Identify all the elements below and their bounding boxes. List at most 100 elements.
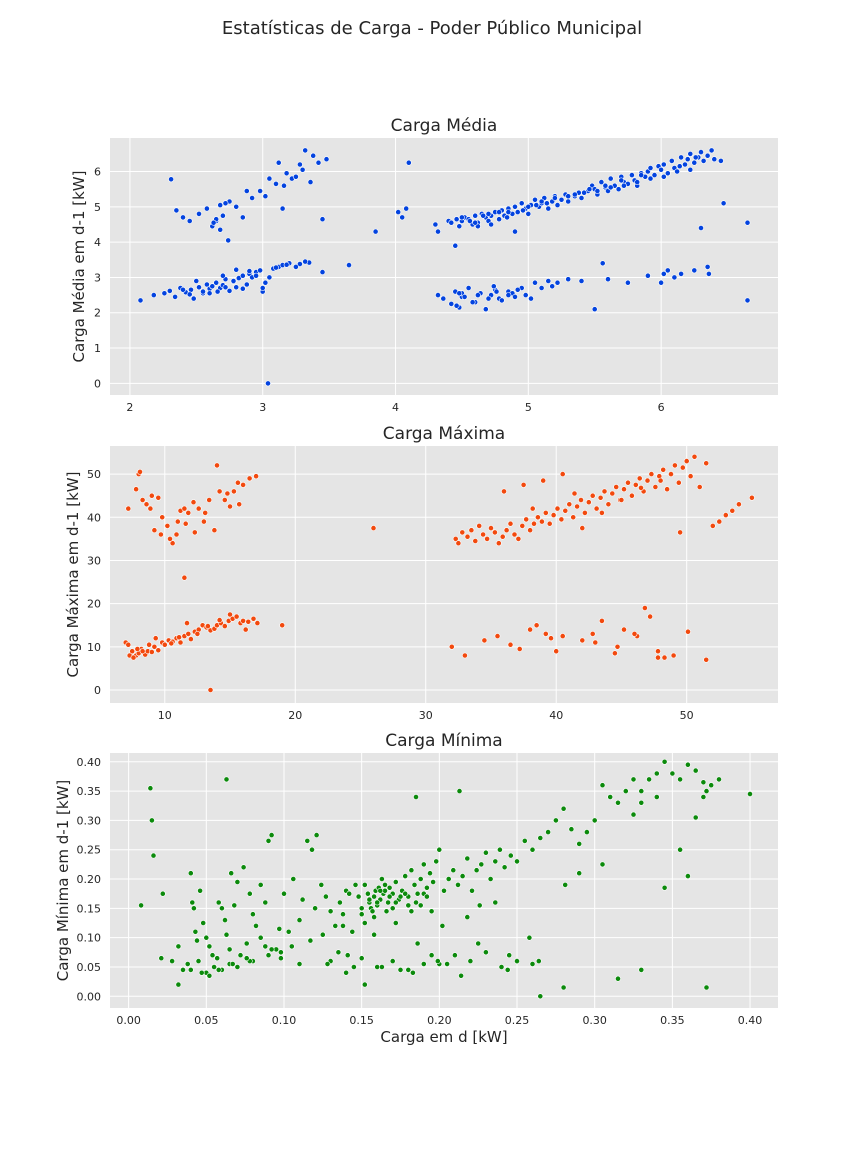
data-point (480, 531, 486, 538)
data-point (192, 928, 199, 935)
data-point (599, 510, 605, 516)
data-point (529, 961, 536, 967)
data-point (615, 186, 622, 193)
data-point (319, 931, 326, 938)
data-point (678, 270, 684, 277)
data-point (230, 488, 237, 495)
data-point (371, 914, 377, 920)
data-point (586, 186, 593, 193)
data-point (223, 931, 230, 938)
data-point (642, 605, 648, 611)
data-point (621, 486, 627, 493)
data-point (275, 159, 282, 166)
data-point (239, 285, 246, 292)
data-point (428, 908, 435, 915)
data-point (512, 293, 518, 300)
data-point (187, 870, 194, 877)
data-point (427, 870, 433, 877)
data-point (262, 193, 269, 200)
data-point (490, 283, 497, 290)
data-point (518, 200, 525, 207)
data-point (696, 484, 703, 490)
data-point (664, 267, 671, 274)
data-point (565, 276, 572, 283)
data-point (546, 520, 553, 527)
data-point (222, 917, 228, 923)
data-point (323, 156, 330, 163)
data-point (262, 899, 269, 906)
data-point (242, 626, 249, 633)
data-point (392, 879, 399, 885)
data-point (327, 908, 334, 915)
data-point (607, 794, 614, 800)
data-point (233, 266, 240, 273)
data-point (621, 182, 627, 189)
y-tick-label: 30 (87, 554, 101, 567)
data-point (478, 861, 485, 868)
data-point (243, 281, 250, 288)
data-point (209, 283, 216, 290)
data-point (133, 486, 139, 493)
data-point (281, 182, 287, 189)
data-point (729, 507, 736, 514)
data-point (532, 196, 538, 203)
data-point (630, 811, 637, 818)
data-point (296, 261, 303, 267)
data-point (213, 279, 220, 286)
data-point (161, 290, 168, 297)
data-point (645, 272, 651, 279)
data-point (276, 926, 283, 932)
data-point (226, 946, 233, 953)
data-point (607, 175, 614, 182)
data-point (597, 494, 604, 501)
data-point (456, 290, 463, 297)
data-point (433, 858, 440, 865)
data-point (386, 893, 393, 900)
data-point (268, 946, 275, 953)
data-point (223, 776, 230, 783)
data-point (226, 287, 233, 294)
chart-panel-3: 0.00 0.05 0.10 0.15 0.20 0.25 0.30 0.35 0.40 0.00… (54, 731, 778, 1046)
data-point (476, 523, 483, 529)
data-point (310, 152, 317, 159)
y-tick-label: 0.10 (77, 932, 102, 945)
data-point (522, 292, 529, 298)
data-point (147, 505, 154, 512)
data-point (239, 214, 246, 221)
data-point (682, 161, 688, 168)
data-point (340, 911, 346, 918)
data-point (246, 268, 253, 274)
data-point (392, 920, 399, 926)
data-point (190, 295, 197, 302)
data-point (383, 908, 390, 915)
data-point (487, 876, 494, 882)
data-point (576, 841, 583, 847)
data-point (511, 531, 518, 538)
data-point (405, 902, 412, 909)
data-point (227, 611, 233, 618)
data-point (495, 540, 502, 547)
x-tick-label: 30 (419, 709, 433, 722)
data-point (318, 882, 325, 888)
data-point (296, 917, 303, 923)
data-point (304, 838, 311, 844)
data-point (621, 626, 627, 633)
data-point (599, 260, 606, 267)
data-point (405, 159, 412, 166)
data-point (432, 221, 439, 228)
y-tick-label: 10 (87, 641, 101, 654)
data-point (609, 490, 616, 497)
data-point (653, 794, 660, 800)
data-point (445, 876, 452, 882)
data-point (230, 278, 237, 284)
data-point (350, 964, 357, 970)
y-axis-label: Carga Média em d-1 [kW] (70, 171, 88, 363)
data-point (550, 512, 557, 518)
data-point (744, 219, 751, 226)
data-point (392, 899, 399, 906)
data-point (358, 905, 365, 912)
data-point (168, 176, 174, 183)
data-point (186, 291, 193, 298)
data-point (473, 867, 480, 874)
data-point (219, 212, 226, 219)
